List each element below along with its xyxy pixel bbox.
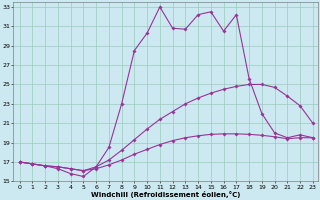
X-axis label: Windchill (Refroidissement éolien,°C): Windchill (Refroidissement éolien,°C) bbox=[91, 191, 240, 198]
